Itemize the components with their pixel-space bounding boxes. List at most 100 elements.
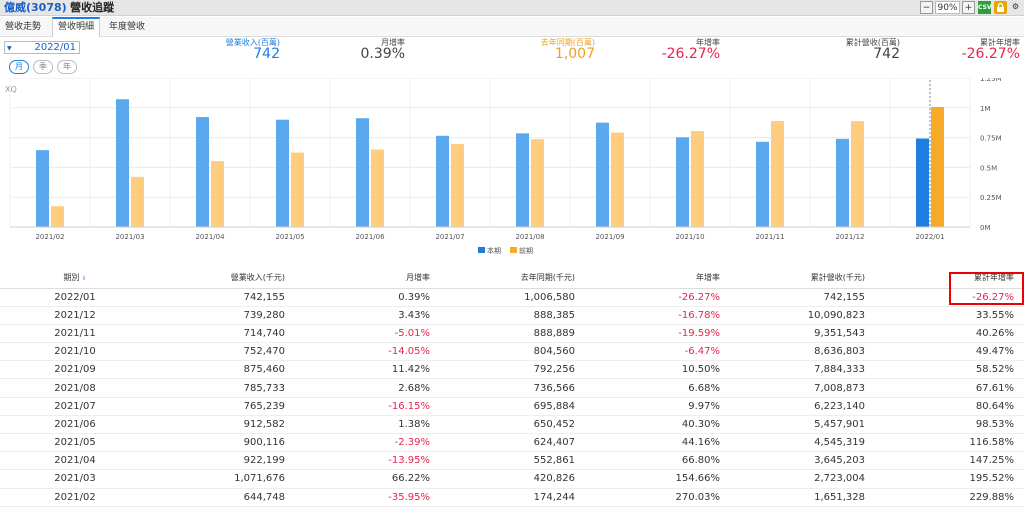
zoom-in-button[interactable]: +	[962, 1, 975, 14]
table-cell: -2.39%	[295, 433, 440, 453]
table-cell: -16.15%	[295, 397, 440, 416]
table-cell: 900,116	[150, 433, 295, 453]
column-header-label: 月增率	[406, 273, 430, 283]
column-header-label: 去年同期(千元)	[520, 273, 575, 283]
bar-prior	[851, 121, 864, 227]
x-tick-label: 2021/07	[435, 233, 464, 241]
tab-revenue-detail[interactable]: 營收明細	[52, 17, 101, 37]
column-header[interactable]: 月增率	[295, 268, 440, 289]
cumulative-value: 742	[873, 46, 900, 62]
table-row[interactable]: 2021/07 765,239 -16.15% 695,884 9.97% 6,223,1…	[0, 397, 1024, 416]
column-header-label: 營業收入(千元)	[230, 273, 285, 283]
tab-annual-revenue[interactable]: 年度營收	[109, 22, 146, 32]
table-row[interactable]: 2022/01 742,155 0.39% 1,006,580 -26.27% 742,1…	[0, 288, 1024, 307]
bar-current	[596, 122, 609, 227]
table-row[interactable]: 2021/12 739,280 3.43% 888,385 -16.78% 10,090,…	[0, 306, 1024, 325]
x-tick-label: 2021/03	[115, 233, 144, 241]
table-cell: 2021/04	[0, 451, 150, 471]
bar-prior	[611, 132, 624, 227]
period-month-button[interactable]: 月	[9, 60, 29, 74]
y-tick-label: 1M	[980, 105, 991, 113]
table-cell: 1,651,328	[730, 488, 875, 507]
bar-prior	[371, 149, 384, 227]
bar-current	[36, 150, 49, 227]
table-row[interactable]: 2021/10 752,470 -14.05% 804,560 -6.47% 8,636,…	[0, 342, 1024, 362]
table-row[interactable]: 2021/05 900,116 -2.39% 624,407 44.16% 4,545,3…	[0, 433, 1024, 453]
bar-current	[276, 119, 289, 227]
bar-current	[196, 117, 209, 227]
bar-prior	[131, 176, 144, 227]
table-row[interactable]: 2021/06 912,582 1.38% 650,452 40.30% 5,457,90…	[0, 415, 1024, 435]
column-header[interactable]: 營業收入(千元)	[150, 268, 295, 289]
table-cell: 270.03%	[585, 488, 730, 507]
table-cell: 420,826	[440, 469, 585, 489]
column-header[interactable]: 累計營收(千元)	[730, 268, 875, 289]
csv-export-button[interactable]: CSV	[978, 1, 991, 14]
column-header[interactable]: 去年同期(千元)	[440, 268, 585, 289]
table-cell: 2021/05	[0, 433, 150, 453]
period-year-button[interactable]: 年	[57, 60, 77, 74]
table-cell: -26.27%	[585, 288, 730, 307]
zoom-level[interactable]: 90%	[935, 1, 960, 14]
table-cell: 2021/03	[0, 469, 150, 489]
table-cell: 785,733	[150, 378, 295, 398]
table-cell: 912,582	[150, 415, 295, 435]
table-cell: 9.97%	[585, 397, 730, 416]
period-quarter-button[interactable]: 季	[33, 60, 53, 74]
table-cell: 650,452	[440, 415, 585, 435]
zoom-out-button[interactable]: −	[920, 1, 933, 14]
dropdown-arrow-icon: ▼	[7, 45, 12, 52]
bar-current	[436, 135, 449, 227]
table-cell: 174,244	[440, 488, 585, 507]
table-cell: 4,545,319	[730, 433, 875, 453]
mom-value: 0.39%	[360, 46, 405, 62]
table-cell: 2021/11	[0, 324, 150, 344]
title-bar: 億威(3078) 營收追蹤 − 90% + CSV ⚙	[0, 0, 1024, 16]
table-cell: 792,256	[440, 360, 585, 380]
table-cell: 11.42%	[295, 360, 440, 380]
table-cell: 742,155	[730, 288, 875, 307]
table-row[interactable]: 2021/08 785,733 2.68% 736,566 6.68% 7,008,873…	[0, 378, 1024, 398]
x-tick-label: 2021/06	[355, 233, 385, 241]
column-header-label: 累計營收(千元)	[810, 273, 865, 283]
x-tick-label: 2021/08	[515, 233, 544, 241]
table-cell: 67.61%	[875, 378, 1024, 398]
x-tick-label: 2021/10	[675, 233, 704, 241]
table-cell: 98.53%	[875, 415, 1024, 435]
table-cell: -13.95%	[295, 451, 440, 471]
x-tick-label: 2021/04	[195, 233, 225, 241]
stock-name[interactable]: 億威(3078)	[4, 1, 67, 14]
window-title: 億威(3078) 營收追蹤	[4, 0, 114, 15]
table-cell: 58.52%	[875, 360, 1024, 380]
tab-revenue-trend[interactable]: 營收走勢	[5, 22, 42, 32]
bar-current	[676, 137, 689, 227]
table-row[interactable]: 2021/02 644,748 -35.95% 174,244 270.03% 1,651…	[0, 488, 1024, 507]
table-cell: -5.01%	[295, 324, 440, 344]
y-tick-label: 0.75M	[980, 135, 1002, 143]
xq-watermark: XQ	[5, 85, 17, 94]
sort-icon[interactable]: ⇩	[79, 275, 87, 283]
cumulative-label: 累計營收(百萬)	[845, 38, 900, 47]
table-row[interactable]: 2021/09 875,460 11.42% 792,256 10.50% 7,884,3…	[0, 360, 1024, 380]
cumulative-yoy-label: 累計年增率	[980, 38, 1020, 47]
bar-prior	[51, 206, 64, 227]
date-select[interactable]: ▼ 2022/01	[4, 41, 80, 54]
bar-prior	[771, 121, 784, 227]
column-header-label: 累計年增率	[974, 273, 1014, 283]
bar-prior	[451, 144, 464, 227]
table-cell: 154.66%	[585, 469, 730, 489]
y-tick-label: 0M	[980, 224, 991, 232]
table-row[interactable]: 2021/11 714,740 -5.01% 888,889 -19.59% 9,351,…	[0, 324, 1024, 344]
cumulative-yoy-value: -26.27%	[961, 46, 1020, 62]
column-header[interactable]: 期別 ⇩	[0, 268, 150, 289]
table-row[interactable]: 2021/03 1,071,676 66.22% 420,826 154.66% 2,72…	[0, 469, 1024, 489]
table-row[interactable]: 2021/04 922,199 -13.95% 552,861 66.80% 3,645,…	[0, 451, 1024, 471]
x-tick-label: 2021/11	[755, 233, 784, 241]
column-header[interactable]: 年增率	[585, 268, 730, 289]
table-cell: 7,884,333	[730, 360, 875, 380]
lock-icon[interactable]	[994, 1, 1007, 14]
gear-icon[interactable]: ⚙	[1011, 2, 1020, 11]
x-tick-label: 2021/05	[275, 233, 304, 241]
table-cell: 2021/10	[0, 342, 150, 362]
table-cell: 6.68%	[585, 378, 730, 398]
